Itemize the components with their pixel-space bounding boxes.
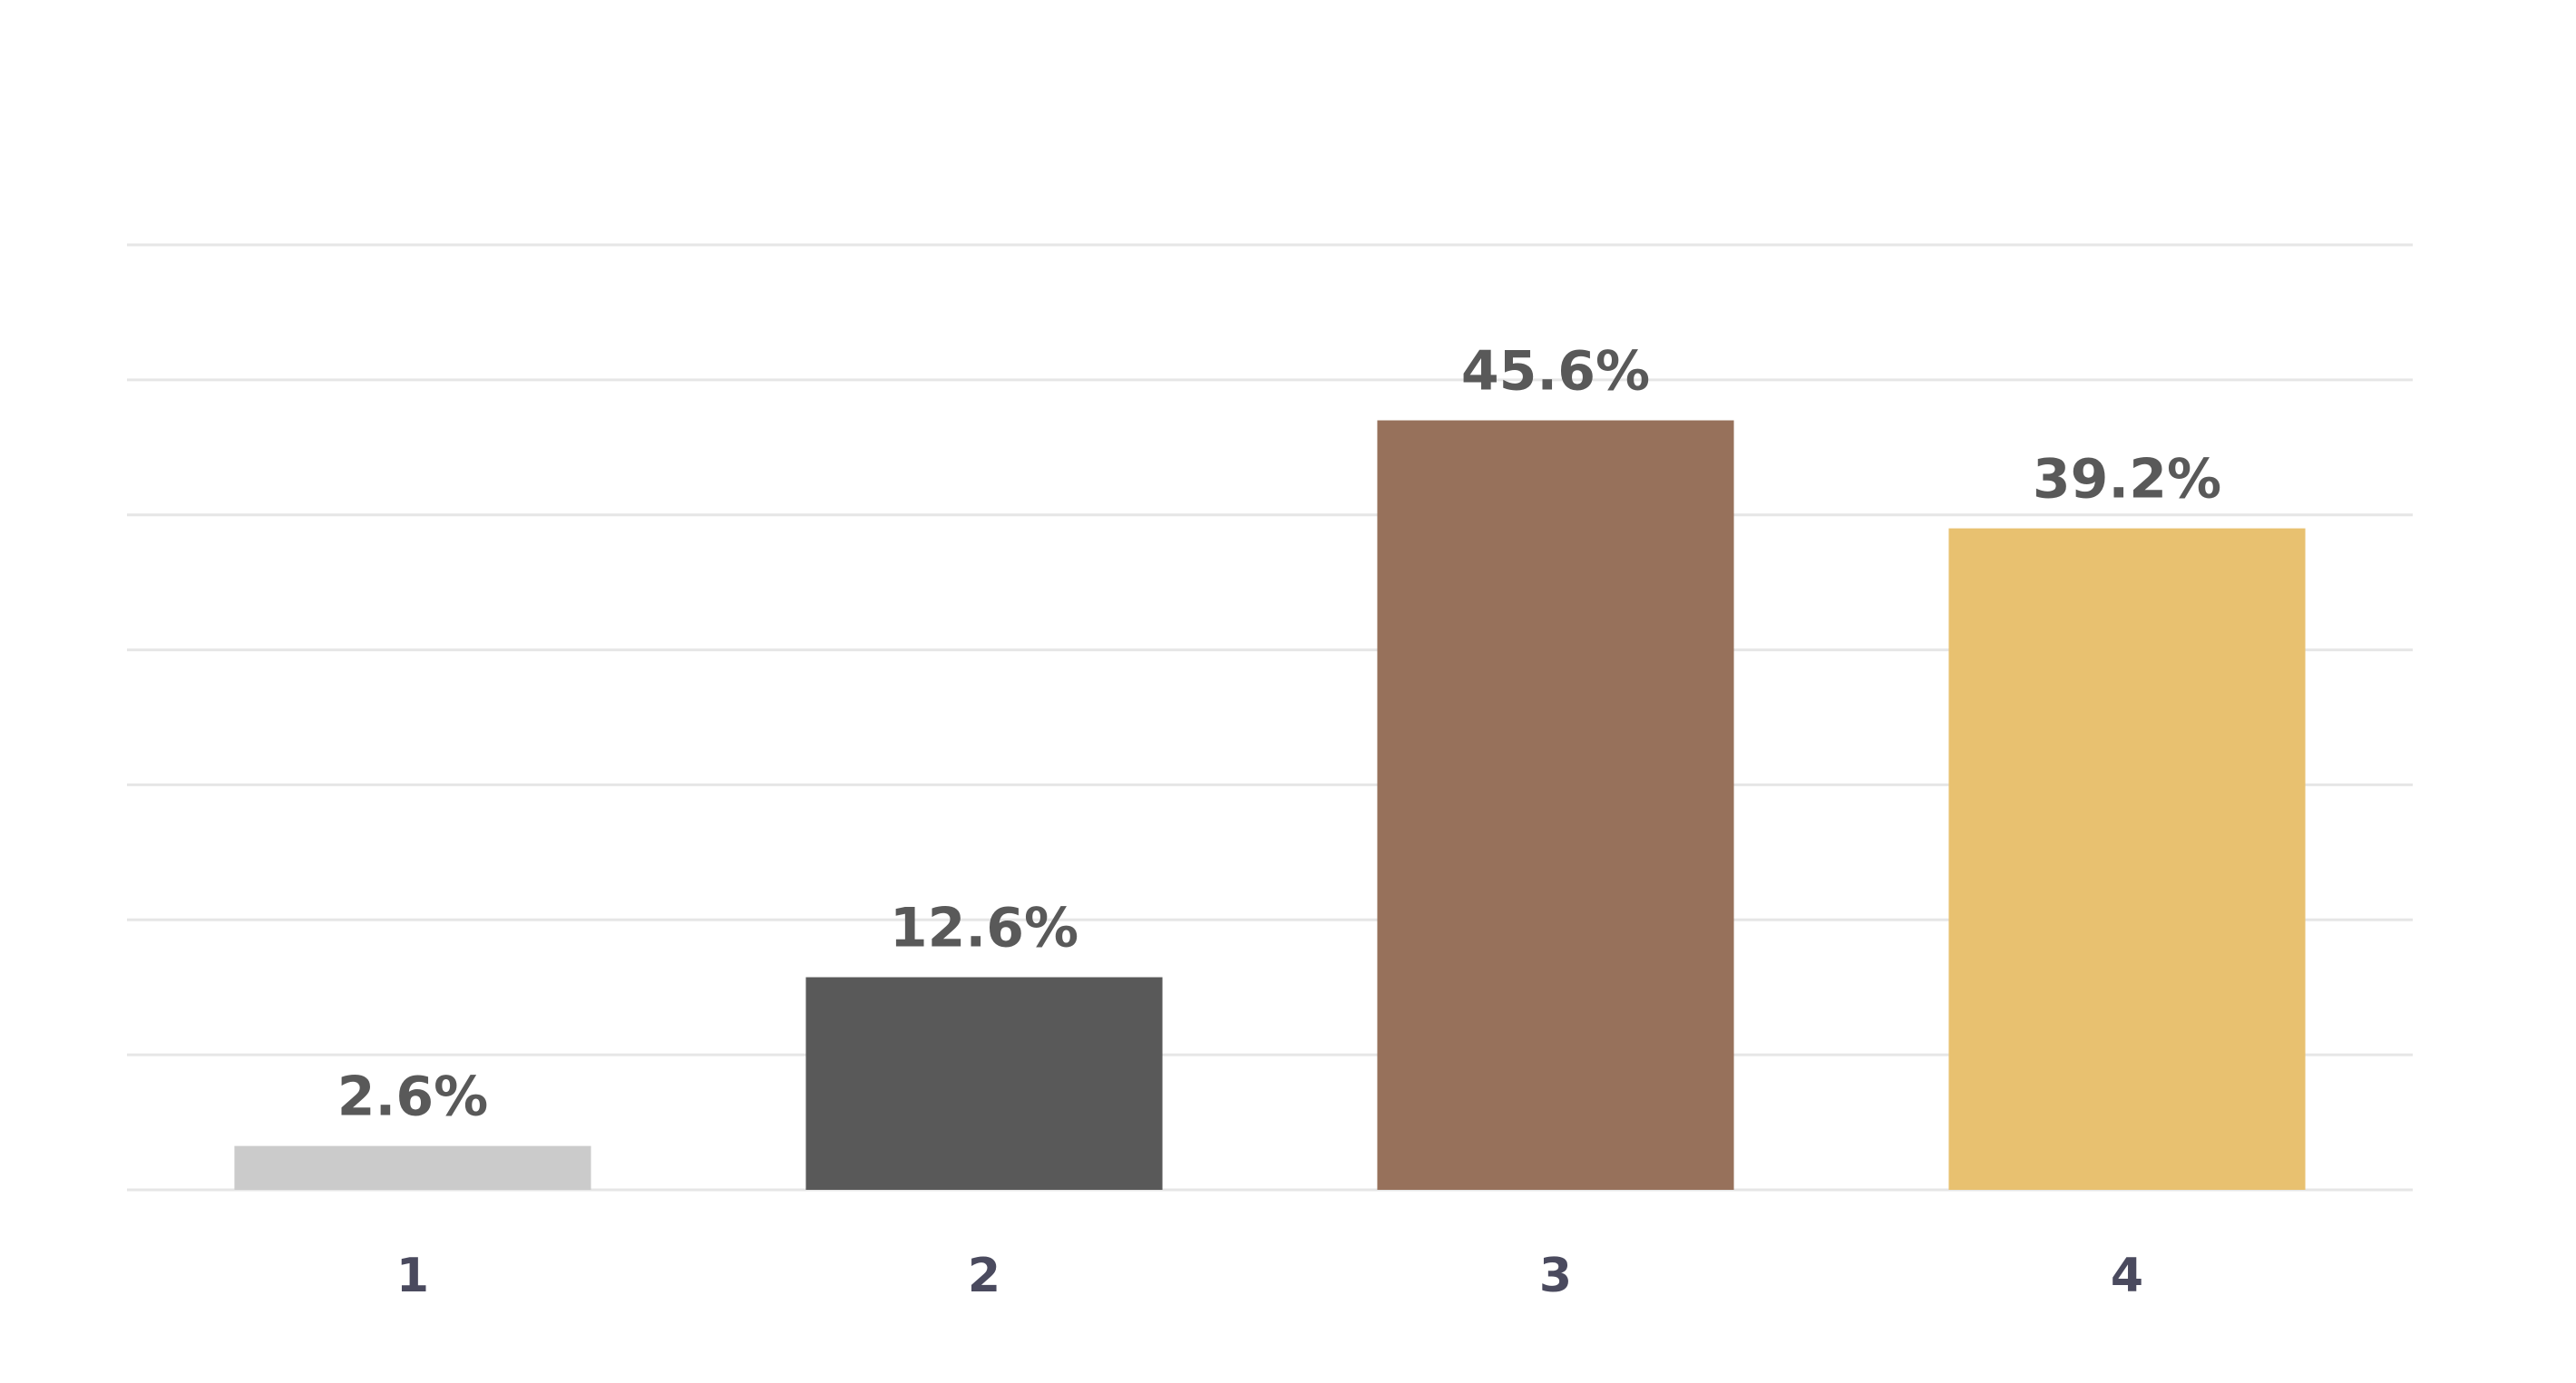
bar-1 [234,1145,591,1190]
bar-2 [805,977,1163,1190]
data-label-2: 12.6% [890,897,1078,960]
x-tick-label-3: 3 [1539,1249,1572,1303]
data-label-1: 2.6% [337,1066,488,1129]
bars [234,420,2306,1190]
data-labels: 2.6% 12.6% 45.6% 39.2% [337,340,2221,1129]
data-label-4: 39.2% [2033,448,2221,511]
data-label-3: 45.6% [1461,340,1650,404]
x-tick-label-4: 4 [2111,1249,2143,1303]
x-tick-label-1: 1 [396,1249,429,1303]
bar-3 [1377,420,1734,1190]
bar-4 [1948,528,2306,1190]
x-tick-label-2: 2 [968,1249,1000,1303]
x-tick-labels: 1 2 3 4 [396,1249,2143,1303]
gridlines [127,243,2413,1192]
